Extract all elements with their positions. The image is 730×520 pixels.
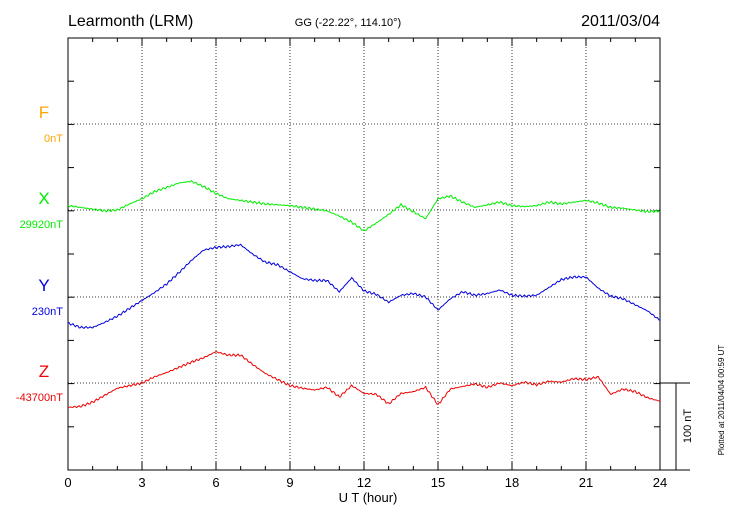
series-x-baseline-label: 29920nT [20, 219, 64, 231]
series-y-line [67, 243, 661, 330]
plot-date: 2011/03/04 [581, 13, 660, 30]
scale-bar: 100 nT [660, 382, 694, 471]
series-f-baseline-label: 0nT [44, 133, 63, 145]
x-tick-label: 0 [64, 475, 71, 490]
x-tick-label: 3 [138, 475, 145, 490]
x-tick-label: 9 [286, 475, 293, 490]
x-tick-label: 21 [579, 475, 593, 490]
series-z-line [67, 350, 661, 409]
grid-lines [68, 38, 660, 470]
series-x-line [67, 180, 661, 232]
x-tick-label: 18 [505, 475, 519, 490]
x-tick-labels: 0 3 6 9 12 15 18 21 24 [64, 475, 667, 490]
station-coordinates: GG (-22.22°, 114.10°) [295, 17, 401, 29]
series-x-label: X [38, 189, 49, 208]
scale-bar-label: 100 nT [682, 409, 694, 444]
series-z-baseline-label: -43700nT [16, 392, 63, 404]
series-y-label: Y [38, 276, 49, 295]
plotted-timestamp: Plotted at 2011/04/04 00:59 UT [717, 345, 726, 456]
x-tick-label: 15 [431, 475, 445, 490]
series-z-label: Z [39, 362, 49, 381]
x-tick-label: 12 [357, 475, 371, 490]
x-tick-label: 6 [212, 475, 219, 490]
axis-ticks [67, 38, 661, 470]
data-traces [67, 180, 661, 409]
series-f-label: F [39, 103, 49, 122]
station-title: Learmonth (LRM) [68, 13, 193, 30]
channel-labels: F 0nT X 29920nT Y 230nT Z -43700nT [16, 103, 63, 404]
x-tick-label: 24 [653, 475, 667, 490]
x-axis-label: U T (hour) [339, 490, 398, 505]
series-y-baseline-label: 230nT [32, 306, 63, 318]
